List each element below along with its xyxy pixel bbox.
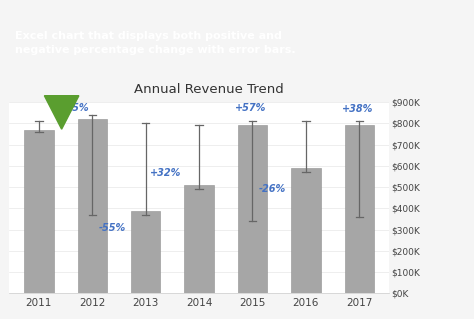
Text: -26%: -26%: [259, 183, 286, 194]
Text: +5%: +5%: [64, 103, 89, 113]
Text: -55%: -55%: [99, 223, 126, 233]
Bar: [131, 211, 160, 293]
Bar: [184, 185, 214, 293]
Bar: [24, 130, 54, 293]
Polygon shape: [45, 96, 79, 129]
Text: Excel chart that displays both positive and
negative percentage change with erro: Excel chart that displays both positive …: [15, 32, 295, 55]
Bar: [78, 119, 107, 293]
Text: Annual Revenue Trend: Annual Revenue Trend: [134, 83, 283, 96]
Text: +38%: +38%: [342, 104, 374, 114]
Bar: [345, 125, 374, 293]
Text: +57%: +57%: [236, 103, 267, 113]
Bar: [238, 125, 267, 293]
Bar: [291, 168, 320, 293]
Text: +32%: +32%: [150, 167, 182, 178]
